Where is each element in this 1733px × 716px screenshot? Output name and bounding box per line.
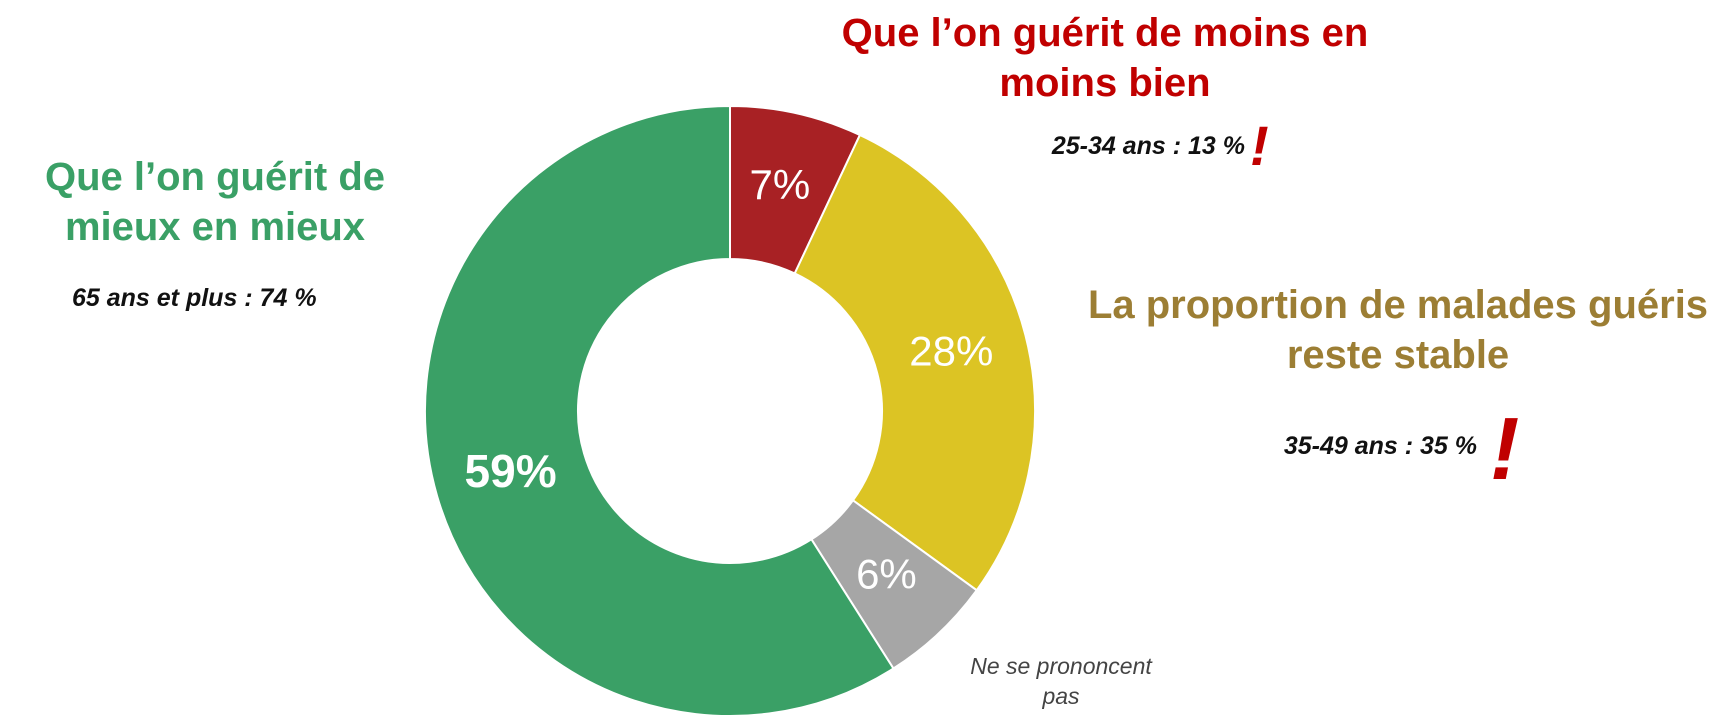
value-label: 59%: [465, 445, 557, 497]
category-label: Que l’on guérit de moins en moins bien: [841, 11, 1369, 105]
donut-segment: [793, 133, 1036, 592]
value-label: 7%: [749, 161, 810, 208]
annotation: 35-49 ans : 35 %: [1283, 432, 1477, 460]
category-label: Que l’on guérit de mieux en mieux: [44, 155, 386, 249]
annotation: 25-34 ans : 13 %: [1051, 132, 1245, 160]
category-label: La proportion de malades guéris reste st…: [1087, 283, 1709, 377]
value-label: 6%: [856, 551, 917, 598]
value-label: 28%: [909, 327, 993, 374]
category-label: Ne se prononcent pas: [970, 653, 1152, 709]
alert-mark: !: [1490, 399, 1520, 498]
donut-segment: [424, 104, 895, 716]
alert-mark: !: [1250, 114, 1269, 177]
annotation: 65 ans et plus : 74 %: [72, 284, 317, 312]
